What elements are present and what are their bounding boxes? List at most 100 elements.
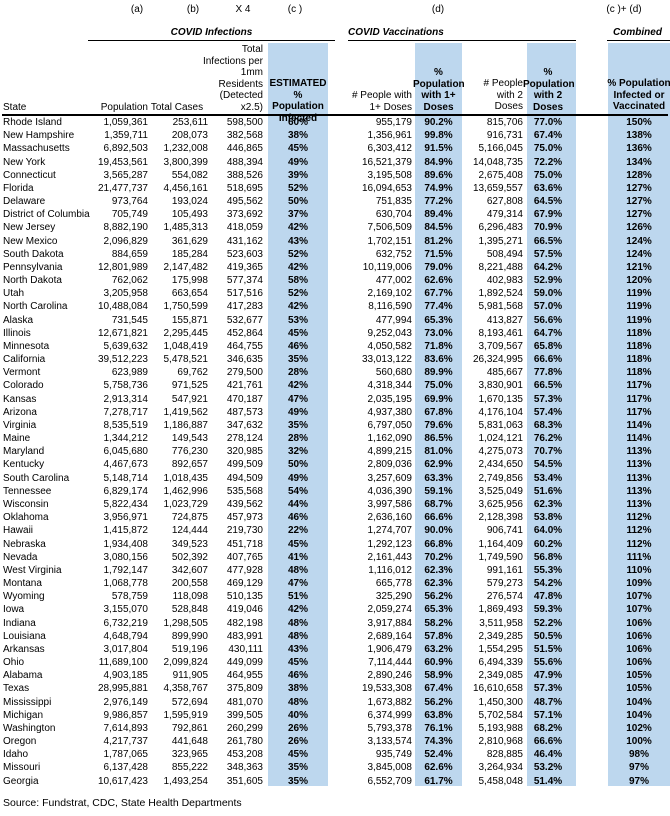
cell-pct-2dose: 53.8%	[533, 512, 563, 524]
cell-people-1dose: 4,036,390	[367, 485, 413, 497]
cell-people-2dose: 14,048,735	[472, 156, 523, 168]
cell-state: Maryland	[3, 446, 45, 458]
cell-state: Iowa	[3, 604, 25, 616]
cell-pct-infected: 45%	[287, 657, 308, 669]
cell-people-1dose: 33,013,122	[361, 354, 412, 366]
cell-people-2dose: 627,808	[486, 196, 523, 208]
cell-people-2dose: 1,024,121	[478, 433, 524, 445]
cell-population: 12,801,989	[97, 261, 148, 273]
cell-combined: 136%	[626, 143, 652, 155]
cell-people-1dose: 2,890,246	[367, 670, 413, 682]
cell-pct-1dose: 62.9%	[424, 459, 453, 471]
cell-pct-1dose: 81.2%	[424, 235, 453, 247]
cell-state: Kansas	[3, 393, 37, 405]
cell-pct-1dose: 86.5%	[424, 433, 453, 445]
cell-population: 8,535,519	[103, 419, 149, 431]
table-row: Pennsylvania 12,801,989 2,147,482 419,365 42…	[0, 261, 670, 274]
cell-state: Virginia	[3, 419, 37, 431]
cell-pct-infected: 42%	[287, 301, 308, 313]
cell-pct-1dose: 89.4%	[424, 209, 453, 221]
cell-total-cases: 528,848	[171, 604, 208, 616]
cell-combined: 104%	[626, 709, 652, 721]
cell-pct-infected: 60%	[287, 117, 308, 128]
cell-combined: 110%	[626, 564, 652, 576]
cell-infections-per-1mm: 382,568	[226, 130, 263, 142]
cell-combined: 109%	[626, 578, 652, 590]
cell-population: 5,148,714	[103, 472, 149, 484]
cell-combined: 113%	[626, 446, 652, 458]
cell-people-1dose: 955,179	[375, 117, 412, 128]
cell-total-cases: 1,595,919	[163, 709, 209, 721]
cell-state: Nebraska	[3, 538, 46, 550]
cell-combined: 127%	[626, 209, 652, 221]
cell-combined: 119%	[626, 314, 652, 326]
label-x4: X 4	[235, 4, 251, 15]
cell-infections-per-1mm: 464,755	[226, 340, 263, 352]
cell-combined: 138%	[626, 130, 652, 142]
table-row: Kentucky 4,467,673 892,657 499,509 50% 2,809,…	[0, 458, 670, 471]
cell-pct-2dose: 56.8%	[533, 551, 563, 563]
cell-infections-per-1mm: 421,761	[226, 380, 263, 392]
cell-population: 21,477,737	[97, 182, 148, 194]
cell-pct-1dose: 61.7%	[424, 775, 453, 787]
cell-infections-per-1mm: 418,059	[226, 222, 263, 234]
cell-infections-per-1mm: 470,187	[226, 393, 263, 405]
cell-people-1dose: 2,161,443	[367, 551, 413, 563]
cell-pct-infected: 49%	[287, 406, 308, 418]
highlight-col-pct-1dose	[415, 43, 462, 786]
cell-pct-infected: 46%	[287, 512, 308, 524]
cell-infections-per-1mm: 452,864	[226, 327, 263, 339]
cell-total-cases: 1,186,887	[163, 419, 209, 431]
cell-state: Colorado	[3, 380, 44, 392]
highlight-col-pct-infected	[268, 43, 328, 786]
table-row: Michigan 9,986,857 1,595,919 399,505 40% 6,37…	[0, 709, 670, 722]
cell-combined: 118%	[626, 327, 652, 339]
table-row: Iowa 3,155,070 528,848 419,046 42% 2,059,274 6…	[0, 603, 670, 616]
cell-pct-2dose: 67.9%	[533, 209, 563, 221]
cell-people-2dose: 3,625,956	[478, 498, 524, 510]
table-row: Missouri 6,137,428 855,222 348,363 35% 3,845,…	[0, 761, 670, 774]
cell-infections-per-1mm: 499,509	[226, 459, 263, 471]
table-row: Nebraska 1,934,408 349,523 451,718 45% 1,292,…	[0, 538, 670, 551]
table-row: Georgia 10,617,423 1,493,254 351,605 35% 6,55…	[0, 775, 670, 788]
cell-total-cases: 855,222	[171, 762, 208, 774]
cell-combined: 113%	[626, 498, 652, 510]
cell-total-cases: 2,099,824	[163, 657, 209, 669]
cell-combined: 106%	[626, 657, 652, 669]
cell-total-cases: 911,905	[172, 670, 208, 682]
cell-people-2dose: 5,831,063	[478, 419, 524, 431]
cell-infections-per-1mm: 453,208	[226, 749, 263, 761]
cell-pct-1dose: 90.0%	[424, 525, 453, 537]
table-row: Maine 1,344,212 149,543 278,124 28% 1,162,090…	[0, 432, 670, 445]
cell-state: Nevada	[3, 551, 38, 563]
cell-people-2dose: 8,221,488	[478, 261, 524, 273]
table-row: Nevada 3,080,156 502,392 407,765 41% 2,161,44…	[0, 551, 670, 564]
cell-people-1dose: 1,702,151	[367, 235, 413, 247]
cell-state: Montana	[3, 578, 42, 590]
table-row: West Virginia 1,792,147 342,607 477,928 48% 1…	[0, 564, 670, 577]
table-row: Vermont 623,989 69,762 279,500 28% 560,680 89.…	[0, 366, 670, 379]
cell-total-cases: 2,147,482	[163, 261, 209, 273]
cell-total-cases: 1,493,254	[163, 775, 209, 787]
table-body: Rhode Island 1,059,361 253,611 598,500 60% 95…	[0, 116, 670, 788]
cell-combined: 119%	[626, 301, 652, 313]
table-row: Indiana 6,732,219 1,298,505 482,198 48% 3,917…	[0, 617, 670, 630]
cell-people-2dose: 1,395,271	[478, 235, 524, 247]
cell-total-cases: 971,525	[171, 380, 208, 392]
cell-pct-2dose: 57.5%	[533, 248, 563, 260]
cell-pct-infected: 47%	[287, 393, 308, 405]
cell-population: 19,453,561	[97, 156, 148, 168]
col-header-people-2dose: # People with 2 Doses	[483, 78, 523, 112]
cell-total-cases: 1,018,435	[163, 472, 209, 484]
cell-people-2dose: 485,667	[486, 367, 523, 379]
cell-total-cases: 105,493	[171, 209, 208, 221]
cell-pct-infected: 43%	[287, 235, 308, 247]
cell-people-1dose: 16,094,653	[361, 182, 412, 194]
cell-population: 1,359,711	[104, 130, 148, 142]
cell-pct-infected: 50%	[287, 196, 308, 208]
cell-people-2dose: 5,981,568	[478, 301, 524, 313]
cell-pct-infected: 22%	[287, 525, 308, 537]
cell-combined: 127%	[626, 196, 652, 208]
cell-pct-1dose: 73.0%	[424, 327, 453, 339]
cell-state: Washington	[3, 722, 56, 734]
